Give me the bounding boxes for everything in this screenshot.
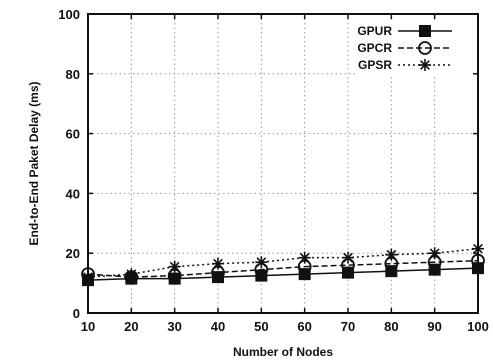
data-point-gpsr [428, 247, 441, 260]
data-point-gpsr [82, 271, 94, 284]
data-point-gpsr [125, 268, 138, 281]
y-axis-label: End-to-End Paket Delay (ms) [27, 81, 41, 245]
x-tick-label: 90 [427, 319, 441, 334]
y-tick-label: 0 [73, 306, 80, 321]
axis-ticks: 10 20 30 40 50 60 70 80 90 100 0 20 40 60 80 100 [58, 7, 489, 334]
data-point-gpur [212, 271, 224, 284]
legend-label: GPSR [358, 58, 392, 72]
legend: GPUR GPCR GPSR [357, 20, 473, 77]
data-point-gpsr [298, 251, 311, 264]
y-tick-label: 60 [66, 127, 80, 142]
legend-background [358, 20, 473, 77]
data-point-gpsr [342, 251, 354, 264]
series-line-gpcr [87, 259, 479, 278]
x-tick-label: 30 [167, 319, 181, 334]
y-tick-label: 40 [66, 186, 80, 201]
data-point-gpsr [385, 248, 398, 261]
data-point-gpsr [168, 260, 181, 273]
data-point-gpsr [255, 256, 268, 269]
x-tick-label: 10 [81, 319, 95, 334]
legend-marker [419, 25, 431, 37]
series-gpur [82, 262, 484, 287]
series-line-gpsr [87, 247, 479, 278]
y-tick-label: 20 [66, 246, 80, 261]
legend-label: GPUR [357, 24, 392, 38]
x-tick-label: 100 [467, 319, 489, 334]
y-tick-label: 80 [66, 67, 80, 82]
x-tick-label: 50 [254, 319, 268, 334]
x-tick-label: 60 [297, 319, 311, 334]
series-layer [81, 242, 485, 287]
x-axis-label: Number of Nodes [233, 345, 333, 359]
data-point-gpsr [212, 257, 224, 270]
plot-frame [87, 13, 479, 314]
x-tick-label: 20 [124, 319, 138, 334]
y-tick-label: 100 [58, 7, 80, 22]
data-point-gpsr [472, 242, 484, 255]
legend-marker [418, 41, 432, 55]
legend-label: GPCR [357, 41, 392, 55]
series-line-gpur [87, 267, 479, 281]
x-tick-label: 80 [384, 319, 398, 334]
x-tick-label: 70 [341, 319, 355, 334]
series-gpsr [82, 242, 484, 284]
legend-marker [419, 59, 431, 71]
x-tick-label: 40 [211, 319, 225, 334]
